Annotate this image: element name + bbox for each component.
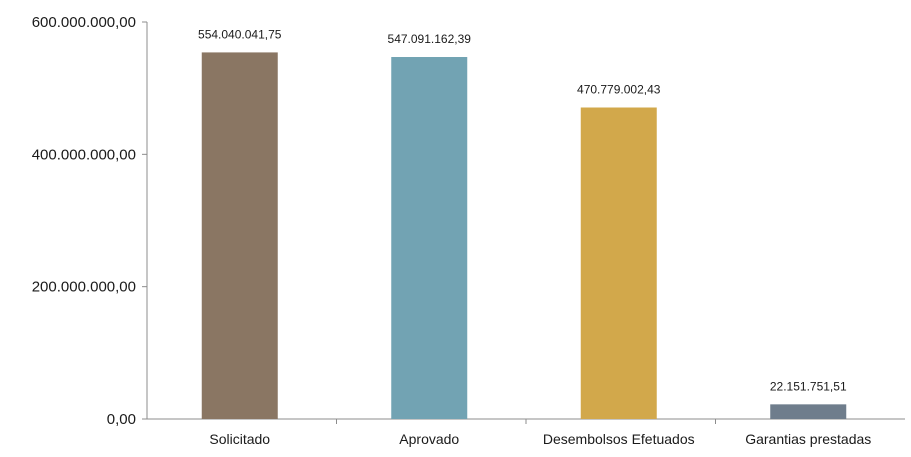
- bar: [770, 404, 847, 419]
- bar: [201, 52, 278, 420]
- data-label: 554.040.041,75: [198, 27, 282, 41]
- y-tick-label: 0,00: [107, 411, 136, 428]
- data-label: 22.151.751,51: [770, 379, 847, 393]
- data-label: 547.091.162,39: [388, 32, 472, 46]
- category-label: Garantias prestadas: [745, 431, 871, 447]
- axes: 0,00 200.000.000,00 400.000.000,00 600.000.…: [32, 14, 905, 428]
- labels: 554.040.041,75 Solicitado 547.091.162,39 Ap…: [198, 27, 871, 447]
- category-label: Solicitado: [209, 431, 270, 447]
- category-label: Aprovado: [399, 431, 459, 447]
- y-tick-label: 400.000.000,00: [32, 146, 136, 163]
- bar: [391, 57, 468, 419]
- bar: [580, 107, 657, 420]
- y-tick-label: 600.000.000,00: [32, 14, 136, 31]
- y-tick-label: 200.000.000,00: [32, 279, 136, 296]
- bars: [201, 52, 847, 420]
- category-label: Desembolsos Efetuados: [543, 431, 695, 447]
- data-label: 470.779.002,43: [577, 83, 661, 97]
